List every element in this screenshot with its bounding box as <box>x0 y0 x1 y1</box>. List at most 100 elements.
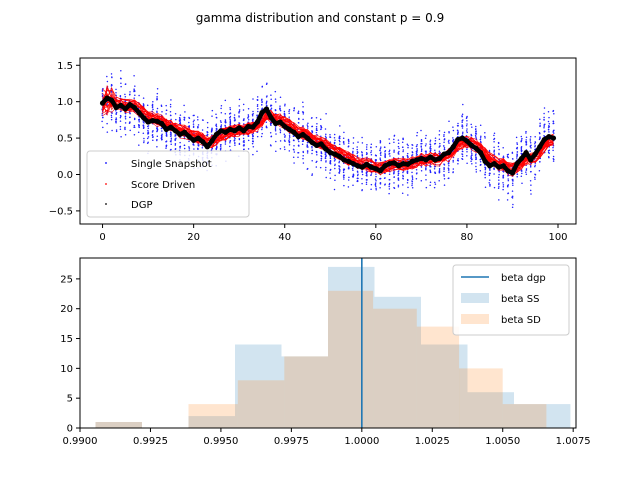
single-snapshot-point <box>266 100 268 102</box>
bottom-y-tick-label: 5 <box>67 394 73 405</box>
single-snapshot-point <box>347 138 350 141</box>
single-snapshot-point <box>110 114 113 117</box>
single-snapshot-point <box>370 153 373 156</box>
dgp-point <box>245 123 251 130</box>
single-snapshot-point <box>507 178 509 180</box>
single-snapshot-point <box>352 137 355 139</box>
single-snapshot-point <box>311 130 313 132</box>
bottom-axes-ticks: 0.9900 0.9925 0.9950 0.9975 1.0000 1.0025 1.00… <box>60 274 590 447</box>
single-snapshot-point <box>193 114 195 117</box>
single-snapshot-point <box>388 179 391 181</box>
dgp-point <box>423 157 429 163</box>
single-snapshot-point <box>192 125 195 127</box>
single-snapshot-point <box>325 155 327 157</box>
single-snapshot-point <box>297 139 300 141</box>
single-snapshot-point <box>275 133 277 135</box>
single-snapshot-point <box>256 98 259 101</box>
single-snapshot-point <box>466 128 468 130</box>
bottom-y-tick-label: 25 <box>60 274 73 285</box>
single-snapshot-point <box>283 112 286 115</box>
single-snapshot-point <box>393 141 395 144</box>
single-snapshot-point <box>552 146 554 149</box>
single-snapshot-point <box>379 177 381 180</box>
single-snapshot-point <box>552 120 555 122</box>
legend-label-beta-ss: beta SS <box>501 294 539 305</box>
single-snapshot-point <box>115 118 118 121</box>
single-snapshot-point <box>493 138 495 141</box>
dgp-line <box>100 95 555 176</box>
single-snapshot-point <box>534 173 537 176</box>
single-snapshot-point <box>415 169 418 171</box>
single-snapshot-point <box>293 139 295 142</box>
single-snapshot-point <box>356 152 358 155</box>
single-snapshot-point <box>553 129 555 132</box>
single-snapshot-point <box>311 149 313 152</box>
single-snapshot-point <box>502 177 505 179</box>
single-snapshot-point <box>288 150 291 152</box>
single-snapshot-point <box>425 150 427 152</box>
single-snapshot-point <box>274 109 277 111</box>
single-snapshot-point <box>302 113 305 115</box>
single-snapshot-point <box>457 158 459 160</box>
single-snapshot-point <box>229 115 232 118</box>
top-y-tick-label: 0.5 <box>57 134 73 145</box>
dgp-point <box>377 168 383 174</box>
single-snapshot-point <box>142 126 145 128</box>
single-snapshot-point <box>516 157 518 159</box>
single-snapshot-point <box>543 107 546 109</box>
single-snapshot-point <box>302 162 305 164</box>
single-snapshot-point <box>238 142 241 145</box>
single-snapshot-point <box>288 135 291 137</box>
single-snapshot-point <box>329 172 331 174</box>
single-snapshot-point <box>210 130 213 132</box>
single-snapshot-point <box>530 147 532 149</box>
single-snapshot-point <box>515 136 518 139</box>
single-snapshot-point <box>370 172 373 174</box>
single-snapshot-point <box>233 114 236 116</box>
single-snapshot-point <box>543 125 545 127</box>
single-snapshot-point <box>429 146 431 149</box>
dgp-point <box>291 129 297 135</box>
single-snapshot-point <box>370 174 372 176</box>
single-snapshot-point <box>539 125 541 128</box>
single-snapshot-point <box>448 139 450 142</box>
single-snapshot-point <box>411 171 413 174</box>
single-snapshot-point <box>179 121 182 123</box>
single-snapshot-point <box>548 131 550 133</box>
top-y-tick-label: 1.0 <box>57 97 73 108</box>
single-snapshot-point <box>315 125 318 128</box>
single-snapshot-point <box>507 185 509 188</box>
single-snapshot-point <box>319 166 322 169</box>
single-snapshot-point <box>480 135 482 138</box>
single-snapshot-point <box>234 144 236 146</box>
single-snapshot-point <box>342 171 345 174</box>
single-snapshot-point <box>106 131 109 133</box>
single-snapshot-point <box>388 185 390 188</box>
single-snapshot-point <box>147 129 149 132</box>
single-snapshot-point <box>169 103 172 106</box>
single-snapshot-point <box>438 170 441 173</box>
legend-marker-beta-ss <box>461 293 489 303</box>
single-snapshot-point <box>124 128 126 131</box>
single-snapshot-point <box>380 151 382 153</box>
single-snapshot-point <box>334 174 336 177</box>
top-x-tick-label: 100 <box>548 232 567 243</box>
single-snapshot-point <box>110 73 113 75</box>
single-snapshot-point <box>188 117 191 119</box>
single-snapshot-point <box>256 96 259 98</box>
single-snapshot-point <box>433 186 436 189</box>
single-snapshot-point <box>193 119 195 121</box>
single-snapshot-point <box>261 98 263 100</box>
single-snapshot-point <box>293 108 295 110</box>
single-snapshot-point <box>520 139 523 141</box>
single-snapshot-point <box>502 170 504 173</box>
single-snapshot-point <box>106 80 109 83</box>
dgp-point <box>314 142 320 148</box>
dgp-point <box>195 135 201 141</box>
single-snapshot-point <box>379 186 381 189</box>
single-snapshot-point <box>224 143 227 145</box>
single-snapshot-point <box>324 153 327 156</box>
single-snapshot-point <box>484 173 486 176</box>
single-snapshot-point <box>370 150 373 152</box>
single-snapshot-point <box>420 166 423 168</box>
